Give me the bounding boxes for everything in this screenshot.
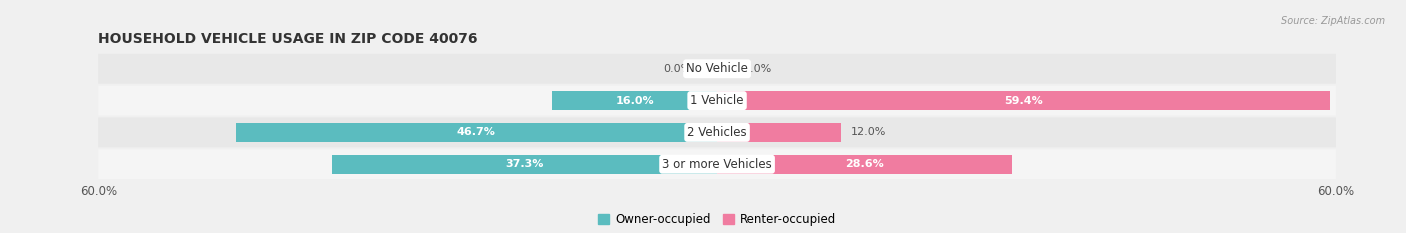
Text: 37.3%: 37.3% (506, 159, 544, 169)
Text: 46.7%: 46.7% (457, 127, 496, 137)
Bar (717, 155, 1012, 174)
Text: 1 Vehicle: 1 Vehicle (690, 94, 744, 107)
FancyBboxPatch shape (98, 117, 1336, 147)
Bar (717, 123, 841, 142)
Text: 12.0%: 12.0% (851, 127, 886, 137)
Bar (553, 91, 717, 110)
Bar (717, 91, 1330, 110)
Text: No Vehicle: No Vehicle (686, 62, 748, 75)
Bar (332, 155, 717, 174)
Text: 28.6%: 28.6% (845, 159, 884, 169)
Text: 2 Vehicles: 2 Vehicles (688, 126, 747, 139)
Bar (236, 123, 717, 142)
FancyBboxPatch shape (98, 54, 1336, 84)
Text: 0.0%: 0.0% (742, 64, 770, 74)
FancyBboxPatch shape (98, 86, 1336, 116)
Text: 3 or more Vehicles: 3 or more Vehicles (662, 158, 772, 171)
FancyBboxPatch shape (98, 149, 1336, 179)
Text: HOUSEHOLD VEHICLE USAGE IN ZIP CODE 40076: HOUSEHOLD VEHICLE USAGE IN ZIP CODE 4007… (98, 32, 478, 47)
Text: 0.0%: 0.0% (664, 64, 692, 74)
Text: Source: ZipAtlas.com: Source: ZipAtlas.com (1281, 16, 1385, 26)
Text: 16.0%: 16.0% (616, 96, 654, 106)
Legend: Owner-occupied, Renter-occupied: Owner-occupied, Renter-occupied (593, 208, 841, 231)
Text: 59.4%: 59.4% (1004, 96, 1043, 106)
